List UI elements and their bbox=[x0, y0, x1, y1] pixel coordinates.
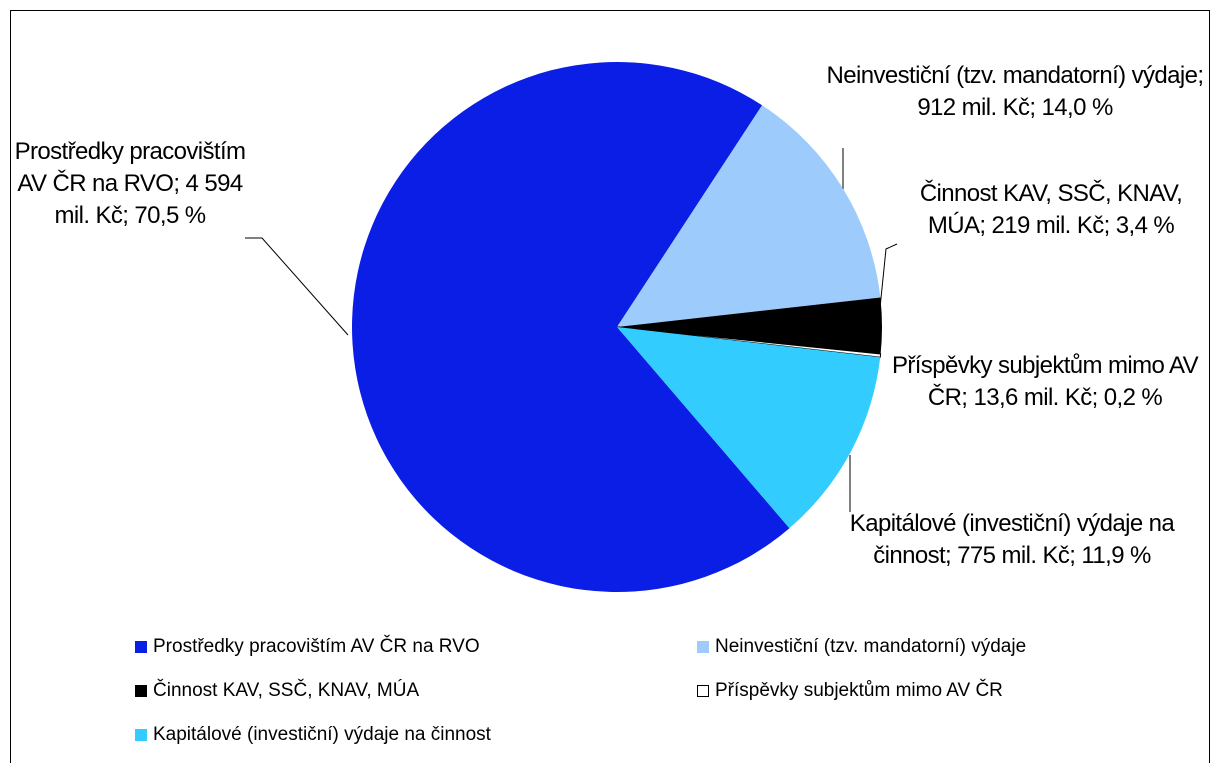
legend-item: Příspěvky subjektům mimo AV ČR bbox=[697, 680, 1003, 702]
legend-label: Příspěvky subjektům mimo AV ČR bbox=[715, 680, 1003, 701]
legend-label: Neinvestiční (tzv. mandatorní) výdaje bbox=[715, 636, 1027, 657]
legend-label: Prostředky pracovištím AV ČR na RVO bbox=[153, 636, 480, 657]
legend-swatch bbox=[135, 685, 147, 697]
legend-swatch bbox=[135, 641, 147, 653]
legend-swatch bbox=[697, 685, 709, 697]
legend-item: Kapitálové (investiční) výdaje na činnos… bbox=[135, 724, 491, 746]
legend-swatch bbox=[697, 641, 709, 653]
legend-label: Činnost KAV, SSČ, KNAV, MÚA bbox=[153, 680, 420, 701]
pie-slice bbox=[352, 61, 790, 592]
pie-slice bbox=[617, 105, 881, 328]
data-label: Neinvestiční (tzv. mandatorní) výdaje; 9… bbox=[826, 62, 1205, 121]
data-label: Činnost KAV, SSČ, KNAV, MÚA; 219 mil. Kč… bbox=[919, 180, 1183, 239]
pie-slice bbox=[616, 326, 882, 358]
legend-item: Prostředky pracovištím AV ČR na RVO bbox=[135, 636, 480, 658]
pie-slice bbox=[617, 327, 881, 529]
leader-line bbox=[879, 243, 898, 309]
data-label: Prostředky pracovištím AV ČR na RVO; 4 5… bbox=[14, 138, 246, 229]
leader-line bbox=[245, 237, 349, 336]
legend-item: Neinvestiční (tzv. mandatorní) výdaje bbox=[697, 636, 1026, 658]
pie-slice bbox=[617, 297, 883, 354]
legend-item: Činnost KAV, SSČ, KNAV, MÚA bbox=[135, 680, 419, 702]
legend-label: Kapitálové (investiční) výdaje na činnos… bbox=[153, 724, 491, 745]
legend-swatch bbox=[135, 729, 147, 741]
data-label: Kapitálové (investiční) výdaje na činnos… bbox=[849, 510, 1175, 569]
data-label: Příspěvky subjektům mimo AV ČR; 13,6 mil… bbox=[891, 352, 1199, 411]
